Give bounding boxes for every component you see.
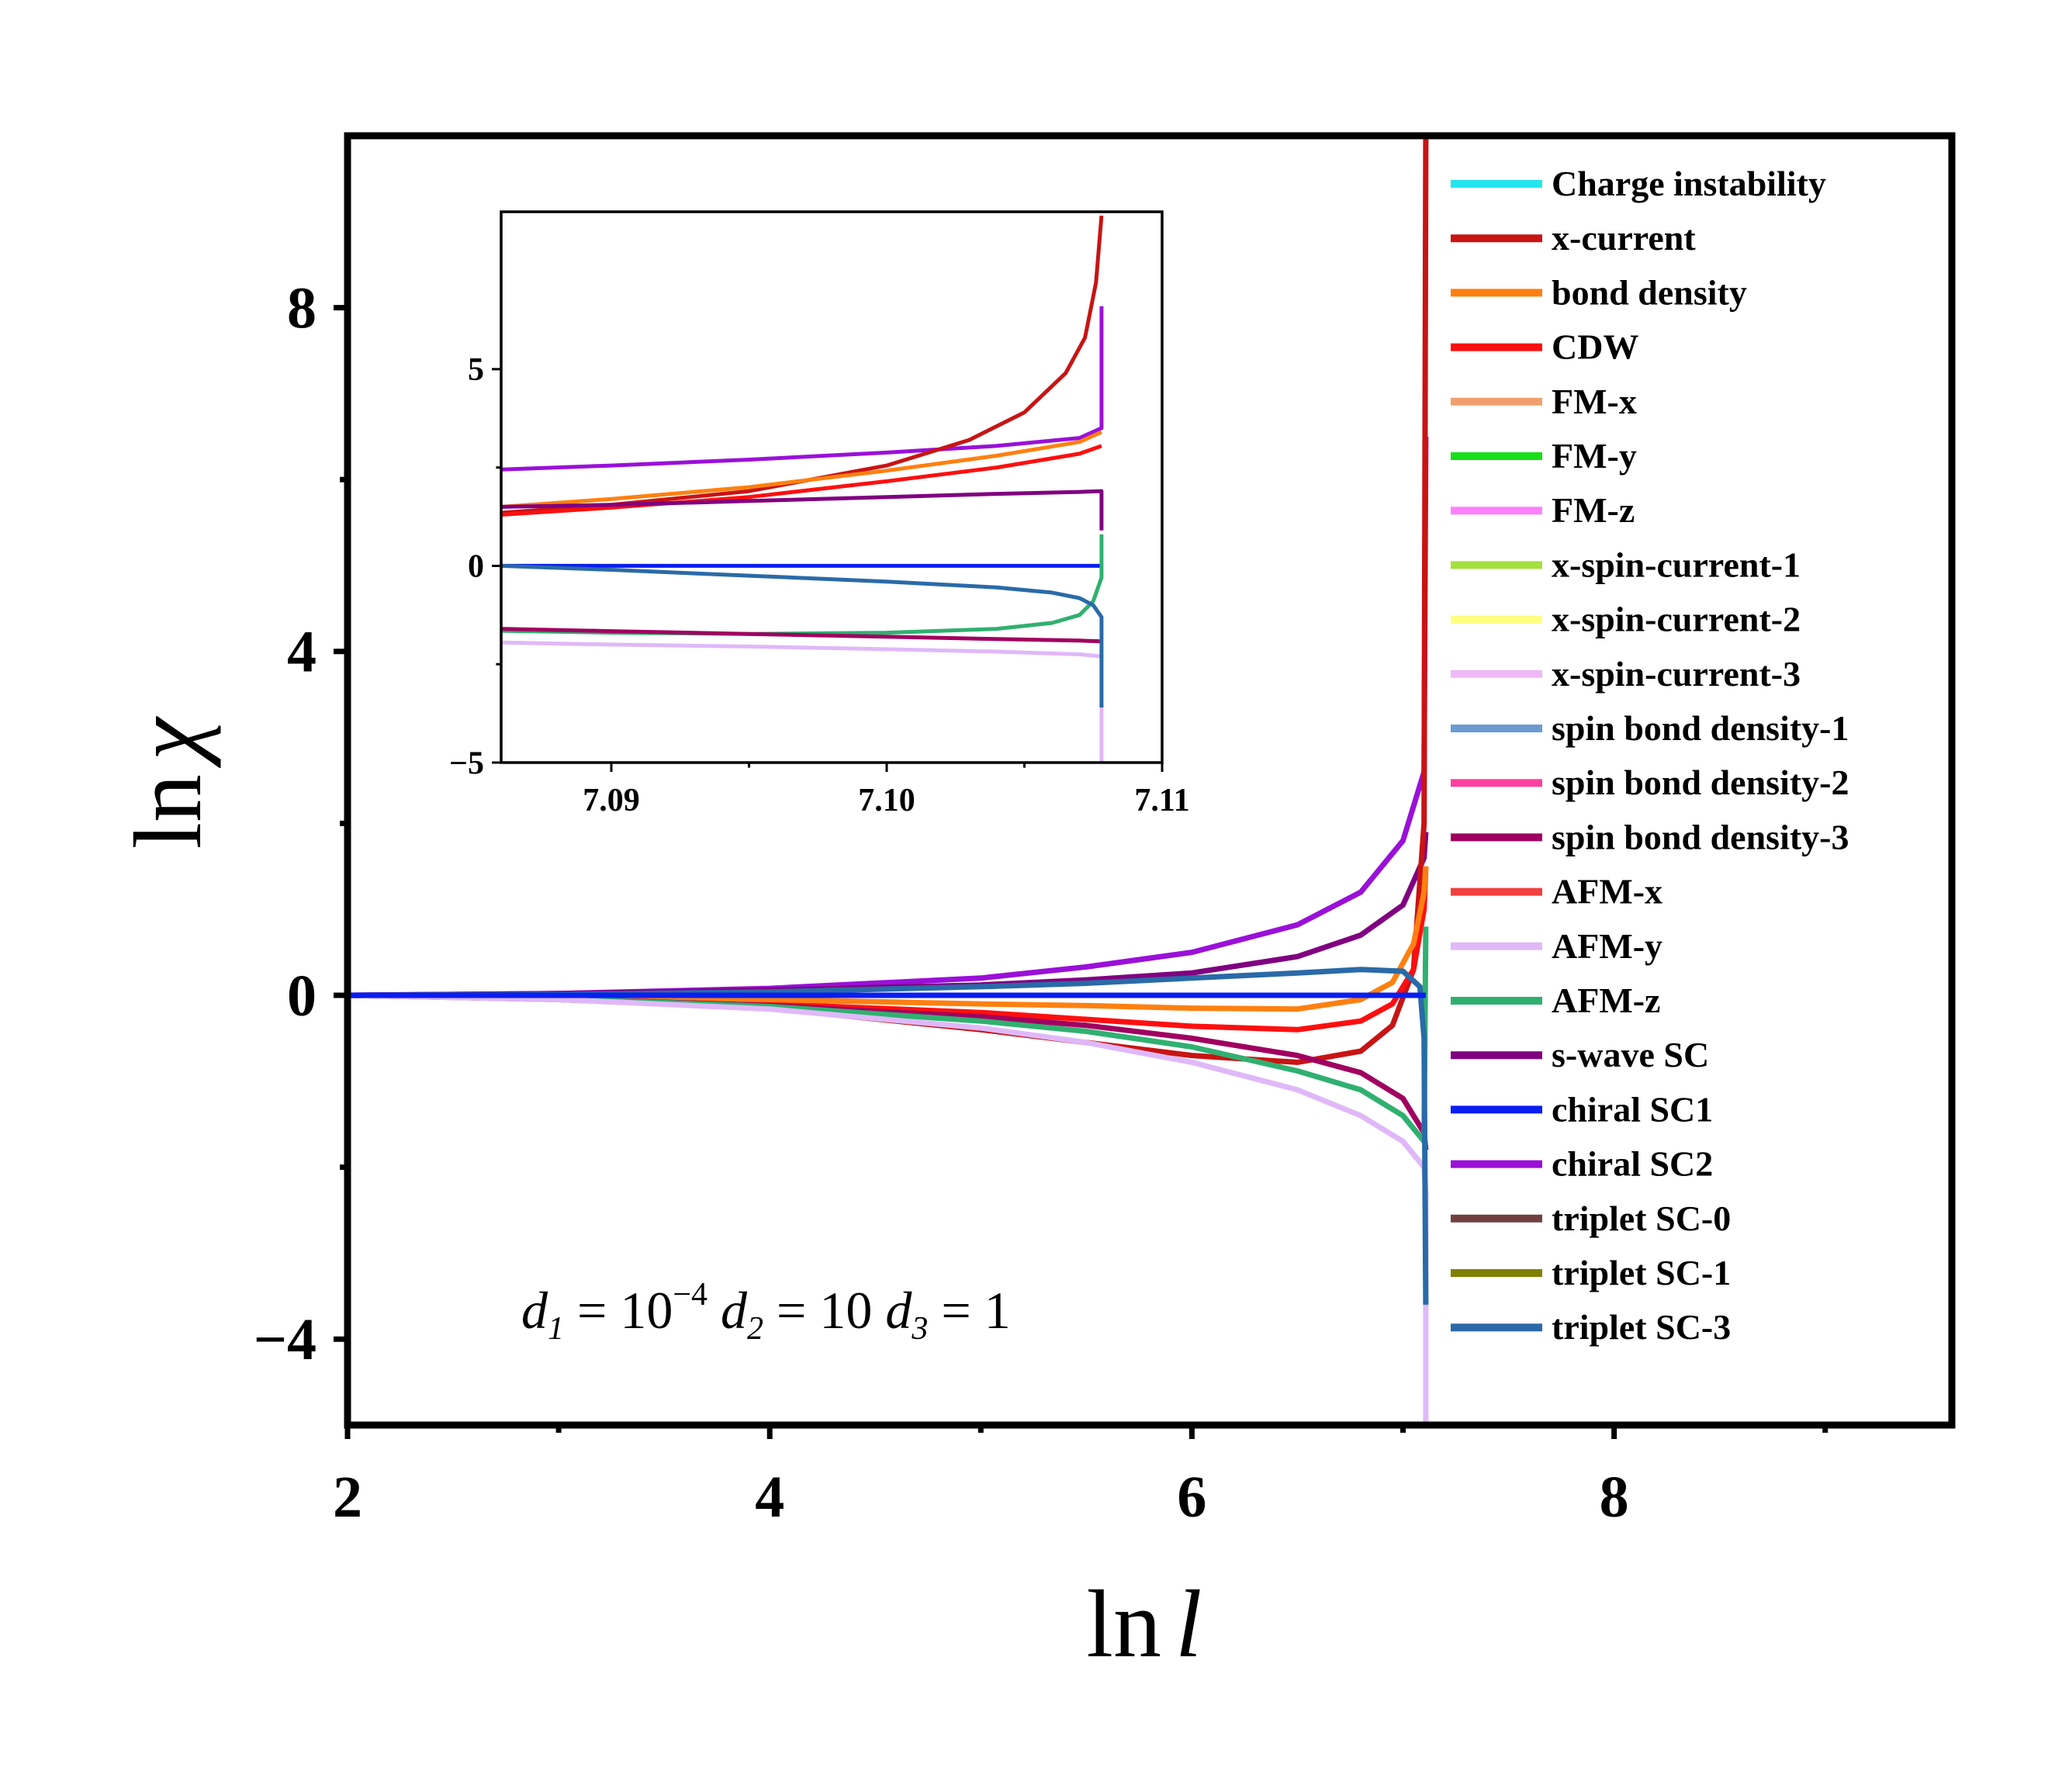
main-x-tick-label: 4 [755, 1465, 784, 1530]
legend-label-fm-z: FM-z [1552, 490, 1635, 530]
main-y-tick-label: −4 [254, 1307, 317, 1372]
legend-label-spin-bond-density-1: spin bond density-1 [1552, 708, 1849, 748]
inset-x-tick-label: 7.10 [858, 783, 915, 818]
legend-label-s-wave-sc: s-wave SC [1552, 1035, 1709, 1074]
legend-label-charge-instability: Charge instability [1552, 164, 1826, 203]
anno-d2: d [708, 1281, 748, 1340]
legend-label-bond-density: bond density [1552, 272, 1747, 312]
legend-label-triplet-sc-3: triplet SC-3 [1552, 1307, 1731, 1347]
inset-series-triplet-sc-3 [501, 563, 1104, 707]
y-axis-title-ln: ln [115, 774, 221, 849]
inset-series-s-wave-sc [501, 489, 1104, 531]
main-y-tick-label: 0 [287, 963, 317, 1029]
legend-label-x-spin-current-3: x-spin-current-3 [1552, 654, 1801, 694]
x-axis-title-ln: ln [1087, 1571, 1161, 1677]
anno-sub1: 1 [548, 1311, 564, 1347]
anno-d1: d [521, 1281, 548, 1340]
anno-sub3: 3 [911, 1311, 928, 1347]
legend-label-fm-y: FM-y [1552, 436, 1637, 476]
inset-series-group [501, 215, 1104, 763]
legend-label-afm-z: AFM-z [1552, 981, 1660, 1020]
legend-label-chiral-sc2: chiral SC2 [1552, 1144, 1713, 1184]
inset-frame [500, 210, 1164, 764]
inset-series-x-current [501, 215, 1104, 515]
y-axis-title-var: χ [115, 715, 221, 768]
inset-ticks-group: 7.09 7.10 7.11 5 0 −5 [449, 352, 1190, 818]
parameter-annotation: d1 = 10−4 d2 = 10 d3 = 1 [521, 1277, 1011, 1347]
inset-series-cdw [501, 444, 1102, 517]
inset-y-tick-label: −5 [449, 746, 484, 781]
anno-eq3: = 1 [928, 1281, 1010, 1340]
x-axis-title: ln l [1087, 1571, 1202, 1677]
legend-label-x-spin-current-2: x-spin-current-2 [1552, 600, 1801, 639]
inset-y-tick-label: 5 [468, 352, 484, 388]
x-axis-title-var: l [1175, 1571, 1202, 1677]
main-plot-frame [344, 132, 1956, 1429]
y-axis-title: ln χ [115, 715, 221, 849]
legend-label-afm-y: AFM-y [1552, 926, 1662, 966]
inset-series-afm-y [501, 640, 1104, 763]
inset-x-tick-label: 7.09 [583, 783, 640, 818]
inset-y-tick-label: 0 [468, 549, 484, 585]
legend-label-x-current: x-current [1552, 218, 1696, 258]
main-x-tick-label: 8 [1600, 1465, 1629, 1530]
legend-label-spin-bond-density-2: spin bond density-2 [1552, 763, 1849, 802]
anno-d3: d [872, 1281, 912, 1340]
legend-label-chiral-sc1: chiral SC1 [1552, 1089, 1713, 1129]
main-ticks-group: 2 4 6 8 8 4 0 −4 [254, 275, 1828, 1530]
legend: Charge instability x-current bond density C… [1451, 164, 1849, 1347]
legend-label-x-spin-current-1: x-spin-current-1 [1552, 545, 1801, 584]
legend-label-triplet-sc-1: triplet SC-1 [1552, 1253, 1731, 1292]
inset-x-tick-label: 7.11 [1134, 783, 1189, 818]
anno-sub2: 2 [747, 1311, 763, 1347]
legend-label-cdw: CDW [1552, 327, 1638, 367]
main-series-group [348, 136, 1429, 1425]
main-x-tick-label: 6 [1177, 1465, 1206, 1530]
main-x-tick-label: 2 [333, 1465, 362, 1530]
anno-eq2: = 10 [763, 1281, 872, 1340]
main-y-tick-label: 8 [287, 275, 317, 341]
legend-label-afm-x: AFM-x [1552, 872, 1662, 912]
anno-exp: −4 [673, 1277, 708, 1313]
legend-label-spin-bond-density-3: spin bond density-3 [1552, 817, 1849, 856]
anno-eq1: = 10 [564, 1281, 673, 1340]
inset-series-bond-density [501, 430, 1102, 509]
main-y-tick-label: 4 [287, 620, 317, 685]
inset-series-spin-bond-density-3 [501, 627, 1102, 644]
legend-label-triplet-sc-0: triplet SC-0 [1552, 1199, 1731, 1238]
main-series-bond-density [348, 866, 1429, 1012]
legend-label-fm-x: FM-x [1552, 382, 1637, 421]
